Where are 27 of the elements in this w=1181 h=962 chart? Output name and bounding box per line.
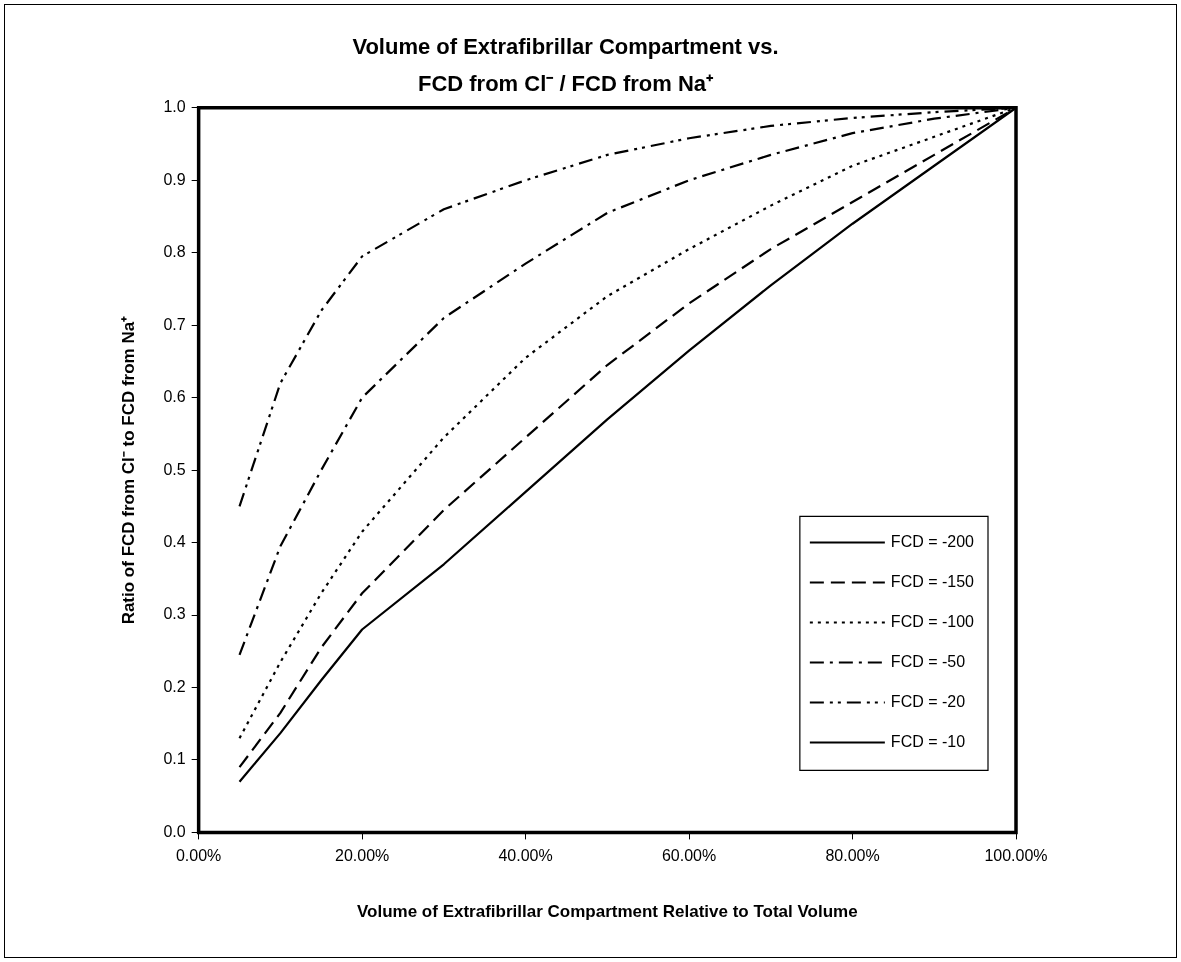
x-tick-label: 0.00% <box>175 847 222 865</box>
y-tick-label: 0.5 <box>163 460 186 478</box>
x-tick-label: 20.00% <box>334 847 390 865</box>
x-tick-label: 100.00% <box>984 847 1048 865</box>
legend-label: FCD = -150 <box>890 572 975 590</box>
x-tick-label: 40.00% <box>498 847 553 865</box>
x-axis-title: Volume of Extrafibrillar Compartment Relative to Total Volume <box>357 902 858 922</box>
y-axis-title: Ratio of FCD from Cl⁻ to FCD from Na⁺ <box>118 315 138 625</box>
legend-label: FCD = -50 <box>890 652 966 670</box>
y-tick-label: 0.6 <box>163 388 186 406</box>
y-tick-label: 0.4 <box>163 532 186 550</box>
y-tick-label: 1.0 <box>163 98 186 116</box>
y-tick-label: 0.9 <box>163 170 186 188</box>
chart-title: Volume of Extrafibrillar Compartment vs. <box>352 33 779 59</box>
legend-label: FCD = -20 <box>890 692 966 710</box>
legend-label: FCD = -100 <box>890 612 975 630</box>
chart-subtitle: FCD from Cl⁻ / FCD from Na⁺ <box>417 71 715 97</box>
y-tick-label: 0.8 <box>163 243 186 261</box>
y-tick-label: 0.2 <box>163 677 186 695</box>
legend-label: FCD = -200 <box>890 532 975 550</box>
legend-label: FCD = -10 <box>890 732 966 750</box>
y-tick-label: 0.7 <box>163 315 186 333</box>
y-tick-label: 0.3 <box>163 605 186 623</box>
x-tick-label: 60.00% <box>661 847 717 865</box>
x-tick-label: 80.00% <box>825 847 880 865</box>
y-tick-label: 0.1 <box>163 750 186 768</box>
y-tick-label: 0.0 <box>163 822 186 840</box>
